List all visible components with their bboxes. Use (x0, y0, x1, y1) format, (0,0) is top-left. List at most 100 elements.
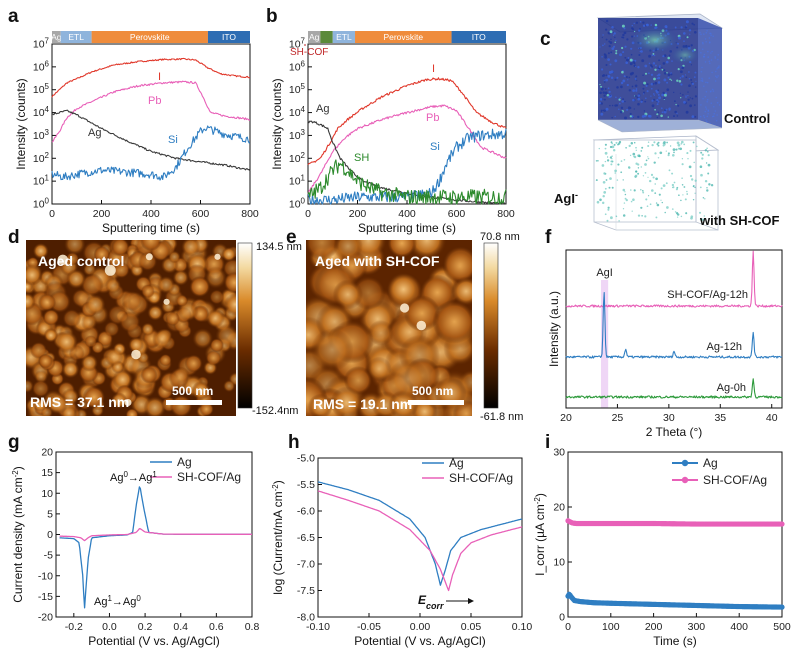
ylabel-i: I_corr (µA cm-2) (533, 493, 548, 576)
series-label-b-ag: Ag (316, 103, 329, 115)
control-ion-dot-313 (670, 79, 673, 81)
dot-i-1-48 (739, 521, 745, 527)
ytick-label-i-1: 10 (553, 557, 565, 569)
cof-ion-dot-135 (680, 199, 682, 202)
control-ion-dot-334 (607, 74, 611, 78)
dot-i-1-42 (717, 521, 723, 527)
control-ion-dot-419 (631, 71, 634, 75)
control-ion-dot-170 (637, 94, 641, 97)
control-ion-dot-267 (654, 68, 657, 71)
afm-d-grain-251 (31, 379, 50, 398)
afm-e-grain-81 (333, 240, 363, 262)
cof-ion-dot-41 (699, 218, 703, 221)
afm-e-scale-label: 500 nm (412, 384, 453, 398)
agi-ion-label: AgI- (554, 190, 578, 206)
control-ion-dot-319 (614, 115, 616, 118)
control-ion-dot-285 (694, 115, 697, 118)
dot-i-0-11 (605, 600, 611, 606)
panel-e-afm-image: Aged with SH-COF 500 nm RMS = 19.1 nm (306, 240, 472, 416)
cof-ion-dot-206 (666, 206, 669, 209)
dot-i-0-27 (663, 602, 669, 608)
xtick-label-f-1: 25 (612, 412, 624, 424)
control-ion-dot-329 (600, 109, 603, 112)
xtick-label-i-3: 300 (688, 621, 706, 633)
ytick-label-a-0: 100 (33, 196, 50, 211)
cof-ion-dot-150 (702, 196, 705, 199)
ylabel-f: Intensity (a.u.) (547, 291, 561, 367)
cof-ion-dot-148 (694, 179, 697, 182)
control-ion-dot-290 (645, 84, 648, 87)
ytick-label-i-2: 20 (553, 502, 565, 514)
panel-d-afm-image: Aged control 500 nm RMS = 37.1 nm (26, 240, 236, 416)
cof-ion-dot-200 (633, 155, 635, 158)
control-side-dot-45 (705, 119, 707, 121)
layer-bar-b-2 (332, 31, 356, 43)
control-ion-dot-88 (653, 77, 656, 81)
afm-d-grain-100 (172, 269, 189, 286)
afm-d-grain-259 (141, 284, 155, 299)
afm-d-grain-243 (140, 366, 158, 384)
xtick-label-a-3: 600 (192, 208, 210, 220)
control-ion-dot-136 (663, 97, 666, 100)
xrd-series-1 (565, 291, 783, 359)
control-ion-dot-196 (639, 20, 642, 23)
xtick-label-g-1: 0.0 (102, 621, 117, 633)
cof-ion-dot-84 (666, 141, 668, 144)
afm-d-grain-232 (38, 293, 57, 312)
afm-d-grain-17 (147, 304, 164, 321)
cof-ion-dot-109 (704, 198, 706, 200)
cof-ion-dot-213 (645, 159, 648, 162)
control-side-dot-24 (702, 114, 705, 117)
cof-ion-dot-64 (683, 186, 686, 188)
dot-i-0-18 (630, 601, 636, 607)
cof-ion-dot-44 (658, 193, 661, 196)
dot-i-0-49 (743, 604, 749, 610)
afm-e-rms: RMS = 19.1 nm (313, 396, 412, 412)
series-a-i (51, 57, 250, 98)
dot-i-0-54 (761, 604, 767, 610)
dot-i-0-30 (674, 602, 680, 608)
cof-ion-dot-108 (680, 143, 682, 145)
control-ion-dot-216 (657, 89, 660, 92)
control-ion-dot-50 (688, 71, 690, 73)
control-ion-dot-91 (629, 62, 633, 66)
dot-i-0-48 (739, 604, 745, 609)
xtick-label-a-0: 0 (49, 208, 55, 220)
dot-i-0-19 (634, 601, 640, 607)
legend-label-i-1: SH-COF/Ag (703, 473, 767, 487)
control-ion-dot-94 (666, 88, 670, 92)
dot-i-1-12 (609, 521, 614, 526)
cof-ion-dot-133 (654, 183, 656, 185)
dot-i-0-29 (670, 602, 676, 608)
cof-ion-dot-228 (686, 152, 689, 155)
afm-d-grain-171 (82, 385, 106, 409)
cof-ion-dot-188 (630, 189, 632, 191)
cof-ion-dot-35 (706, 150, 709, 153)
xtick-label-b-4: 800 (497, 208, 515, 220)
xtick-label-h-3: 0.05 (461, 621, 482, 633)
control-ion-dot-65 (621, 100, 625, 103)
chart-f-xrd: 20 25 30 35 40 2 Theta (°) Intensity (a.u.) SH-… (547, 249, 783, 439)
control-ion-dot-298 (645, 23, 649, 26)
control-ion-dot-176 (628, 89, 631, 92)
afm-d-grain-249 (204, 266, 227, 289)
cof-ion-dot-95 (657, 157, 660, 159)
dot-i-1-19 (634, 521, 640, 526)
afm-d-grain-234 (165, 311, 180, 326)
series-b-sh (307, 159, 507, 205)
control-ion-dot-318 (652, 62, 656, 65)
colorbar-e-min: -61.8 nm (480, 411, 523, 423)
cof-ion-dot-224 (637, 172, 640, 175)
control-ion-dot-200 (634, 77, 637, 80)
dot-i-1-20 (638, 521, 643, 526)
control-ion-dot-399 (630, 47, 633, 50)
control-ion-dot-324 (622, 98, 625, 101)
control-ion-dot-323 (657, 76, 661, 80)
afm-d-grain-98 (112, 369, 133, 390)
ytick-label-g-2: -10 (38, 570, 53, 582)
cof-ion-dot-29 (637, 214, 641, 217)
control-label: Control (724, 111, 770, 126)
control-ion-dot-328 (619, 96, 622, 99)
afm-d-grain-231 (125, 408, 139, 416)
cof-ion-dot-216 (710, 184, 714, 187)
